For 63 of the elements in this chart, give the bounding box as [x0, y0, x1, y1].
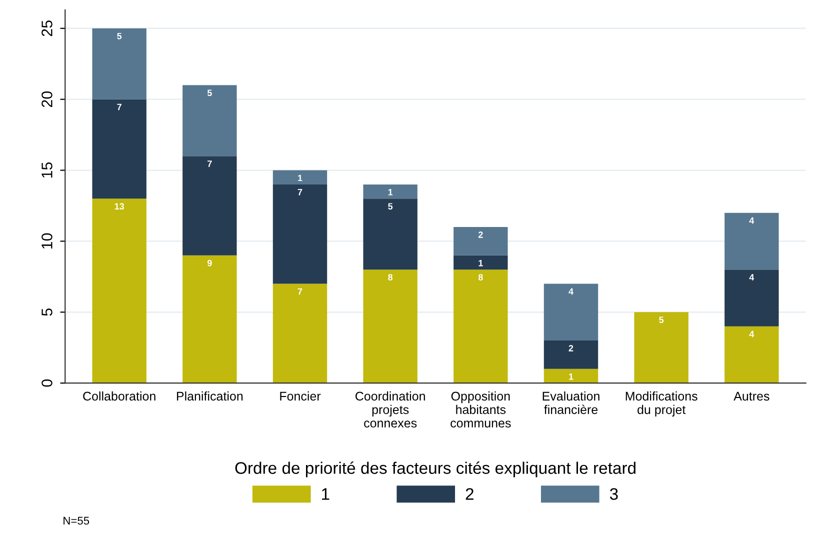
bar — [454, 227, 508, 256]
y-tick-label: 25 — [42, 20, 52, 36]
data-label: 5 — [388, 203, 393, 210]
legend-label: 3 — [610, 488, 618, 500]
x-tick-label: Coordination projets connexes — [356, 391, 425, 428]
data-label: 5 — [207, 90, 212, 96]
x-tick-label: Planification — [176, 391, 243, 401]
x-tick-label: Autres — [734, 392, 770, 401]
text: N=55 — [64, 516, 90, 525]
data-label: 13 — [114, 203, 124, 210]
legend-label: 1 — [322, 488, 330, 500]
bar — [544, 368, 598, 384]
data-label: 4 — [749, 217, 754, 224]
data-label: 4 — [749, 330, 754, 338]
bar — [182, 156, 237, 256]
bar — [182, 85, 237, 156]
legend-title: Ordre de priorité des facteurs cités expliquant le retard — [235, 462, 636, 478]
bar — [92, 99, 146, 199]
bar — [272, 170, 328, 184]
bar — [272, 284, 328, 384]
bar — [363, 198, 418, 270]
bar — [454, 270, 508, 384]
y-tick-label: 0 — [42, 379, 52, 387]
bar — [544, 284, 598, 341]
data-label: 2 — [568, 345, 574, 352]
y-tick-label: 20 — [42, 91, 52, 108]
data-label: 5 — [117, 32, 122, 40]
bar — [724, 326, 779, 384]
bar — [634, 312, 688, 384]
bar — [92, 198, 146, 384]
data-label: 8 — [478, 274, 483, 280]
data-label: 7 — [208, 160, 212, 167]
data-label: 2 — [478, 232, 483, 238]
legend-label: 2 — [466, 488, 474, 500]
x-tick-label: Opposition habitants communes — [450, 391, 511, 428]
x-tick-label: Foncier — [280, 391, 321, 401]
bar — [363, 270, 418, 384]
bar — [724, 212, 779, 270]
data-label: 4 — [568, 288, 574, 295]
data-label: 1 — [298, 174, 302, 182]
x-tick-label: Evaluation financière — [542, 391, 600, 414]
bar — [544, 340, 598, 369]
bar — [272, 184, 328, 284]
data-label: 5 — [659, 316, 664, 324]
bar — [182, 255, 237, 384]
data-label: 1 — [569, 373, 574, 380]
data-label: 9 — [207, 260, 212, 266]
x-tick-label: Modifications du projet — [626, 391, 698, 417]
data-label: 4 — [749, 274, 754, 280]
data-label: 7 — [298, 288, 302, 295]
x-tick-label: Collaboration — [83, 391, 156, 401]
bar — [92, 28, 146, 100]
data-label: 8 — [388, 274, 393, 280]
data-label: 1 — [478, 260, 483, 266]
data-label: 1 — [388, 189, 393, 196]
bar — [724, 270, 779, 326]
data-label: 7 — [117, 104, 122, 110]
bar — [363, 184, 418, 199]
y-tick-label: 5 — [42, 308, 52, 316]
bar — [454, 255, 508, 270]
y-tick-label: 15 — [42, 162, 52, 178]
y-tick-label: 10 — [42, 233, 52, 249]
data-label: 7 — [298, 189, 302, 196]
